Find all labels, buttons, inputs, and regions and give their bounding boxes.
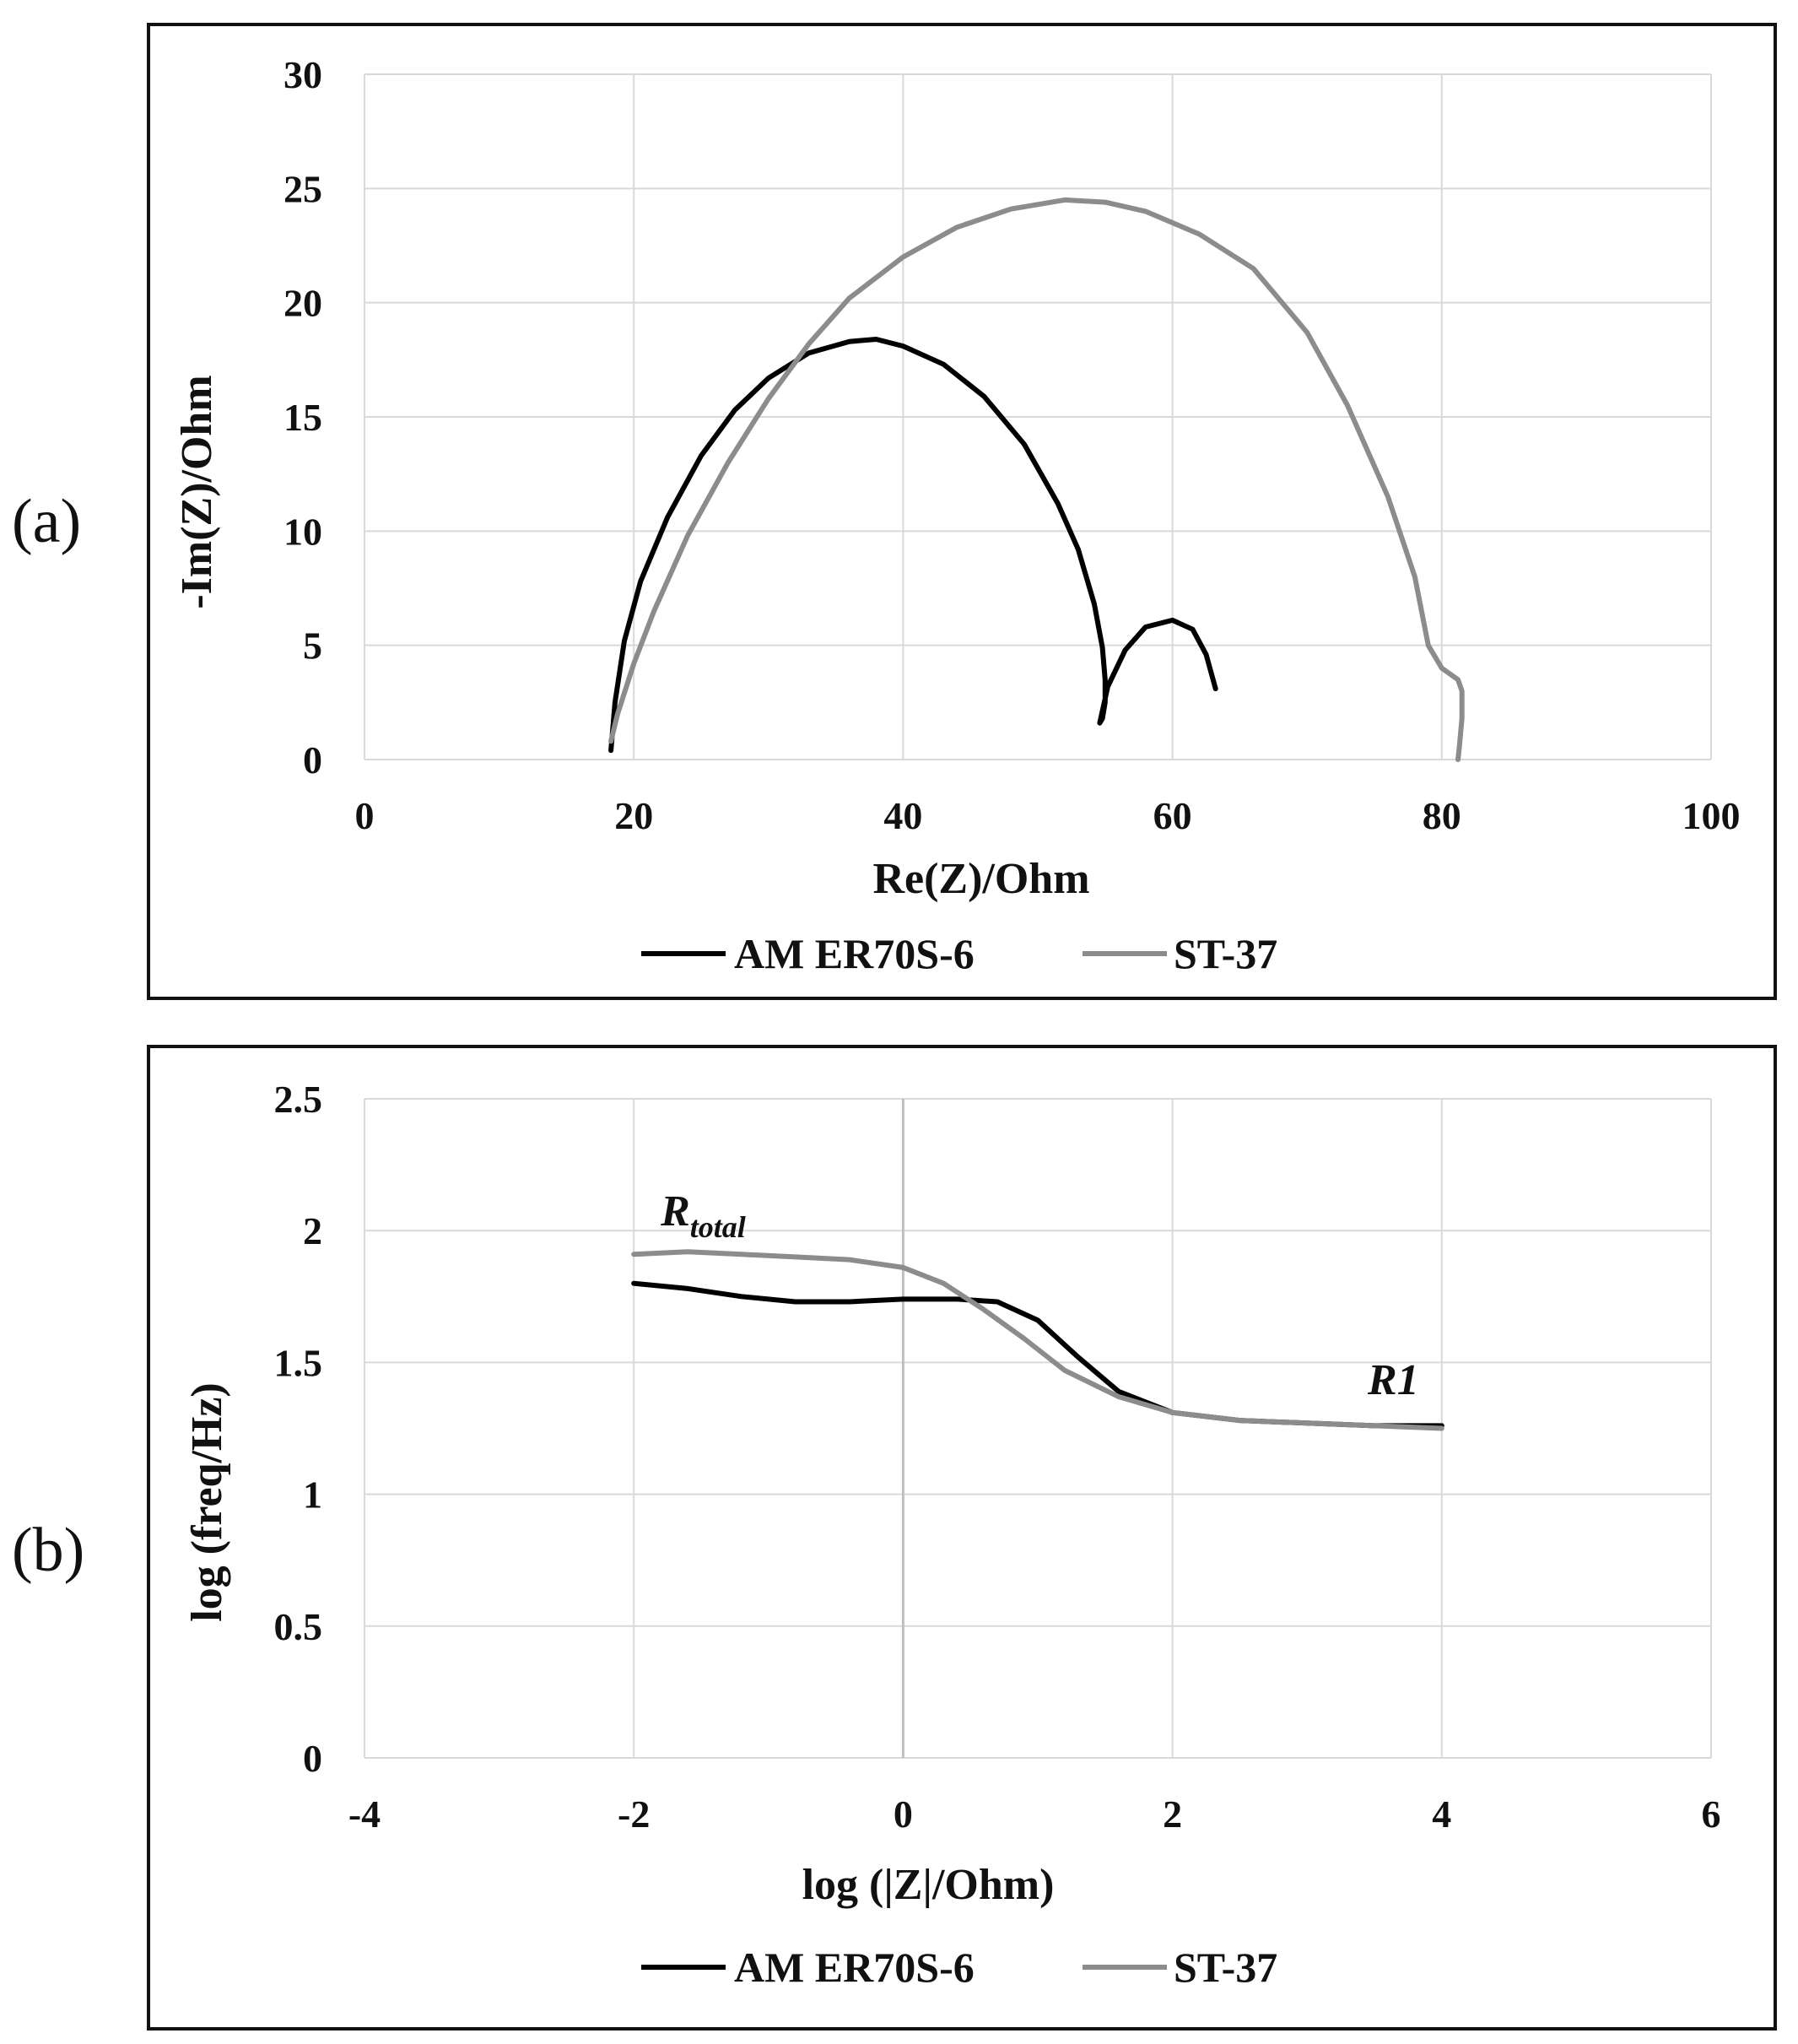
- x-tick-label: 20: [614, 794, 653, 837]
- panel-a-letter: (a): [12, 487, 81, 556]
- y-tick-label: 30: [283, 53, 322, 96]
- panel-a-series: [608, 197, 1465, 762]
- y-tick-label: 2: [303, 1209, 322, 1252]
- x-tick-label: 100: [1682, 794, 1741, 837]
- x-tick-label: 60: [1153, 794, 1192, 837]
- x-tick-label: 80: [1423, 794, 1461, 837]
- x-tick-label: 0: [355, 794, 375, 837]
- y-tick-label: 5: [303, 625, 322, 668]
- annotation-label: R1: [1367, 1356, 1419, 1404]
- panel-a-x-axis-title: Re(Z)/Ohm: [872, 855, 1089, 903]
- legend-label-st: ST-37: [1174, 930, 1277, 977]
- y-tick-label: 2.5: [274, 1078, 323, 1121]
- y-tick-label: 0: [303, 738, 322, 781]
- y-tick-label: 10: [283, 510, 322, 553]
- y-tick-label: 15: [283, 396, 322, 439]
- y-tick-label: 0.5: [274, 1605, 323, 1648]
- panel-b-legend: AM ER70S-6 ST-37: [641, 1944, 1277, 1991]
- legend-label-am: AM ER70S-6: [734, 930, 975, 977]
- panel-a-frame: [147, 23, 1777, 1000]
- panel-b-series: [631, 1249, 1444, 1431]
- y-tick-label: 20: [283, 282, 322, 325]
- legend-label-st: ST-37: [1174, 1944, 1277, 1991]
- x-tick-label: -4: [348, 1793, 381, 1836]
- panel-b: (b) 0 0.5 1 1.5 2 2.5 -4 -2 0 2 4 6 Rtotal R1 log (|…: [12, 1045, 1777, 2030]
- legend-label-am: AM ER70S-6: [734, 1944, 975, 1991]
- y-tick-label: 25: [283, 167, 322, 210]
- panel-a-y-axis-title: -Im(Z)/Ohm: [173, 375, 221, 608]
- y-tick-label: 1.5: [274, 1341, 323, 1384]
- y-tick-label: 0: [303, 1737, 322, 1780]
- panel-b-annotations: Rtotal R1: [660, 1187, 1419, 1404]
- panel-b-tick-labels: 0 0.5 1 1.5 2 2.5 -4 -2 0 2 4 6: [274, 1078, 1721, 1836]
- panel-b-x-axis-title: log (|Z|/Ohm): [802, 1861, 1055, 1909]
- series-line-st-37: [608, 197, 1465, 762]
- x-tick-label: 0: [894, 1793, 913, 1836]
- x-tick-label: 6: [1702, 1793, 1721, 1836]
- panel-a-tick-labels: 0 5 10 15 20 25 30 0 20 40 60 80 100: [283, 53, 1741, 837]
- x-tick-label: 40: [883, 794, 922, 837]
- panel-b-y-axis-title: log (freq/Hz): [183, 1382, 231, 1622]
- x-tick-label: -2: [618, 1793, 650, 1836]
- x-tick-label: 4: [1432, 1793, 1451, 1836]
- panel-b-frame: [147, 1045, 1777, 2030]
- x-tick-label: 2: [1163, 1793, 1182, 1836]
- panel-b-letter: (b): [12, 1516, 84, 1585]
- panel-a-gridlines: [364, 73, 1712, 760]
- series-line-st-37: [631, 1249, 1444, 1431]
- panel-a-legend: AM ER70S-6 ST-37: [641, 930, 1277, 977]
- series-line-am-er70s-6: [608, 337, 1218, 754]
- panel-a: (a) 0 5 10 15 20 25 30 0 20 40 60 80 100 Re(Z)/Ohm -…: [12, 23, 1777, 1000]
- annotation-label: Rtotal: [660, 1187, 746, 1244]
- panel-b-gridlines: [364, 1098, 1712, 1759]
- series-line-am-er70s-6: [631, 1280, 1444, 1429]
- y-tick-label: 1: [303, 1474, 322, 1517]
